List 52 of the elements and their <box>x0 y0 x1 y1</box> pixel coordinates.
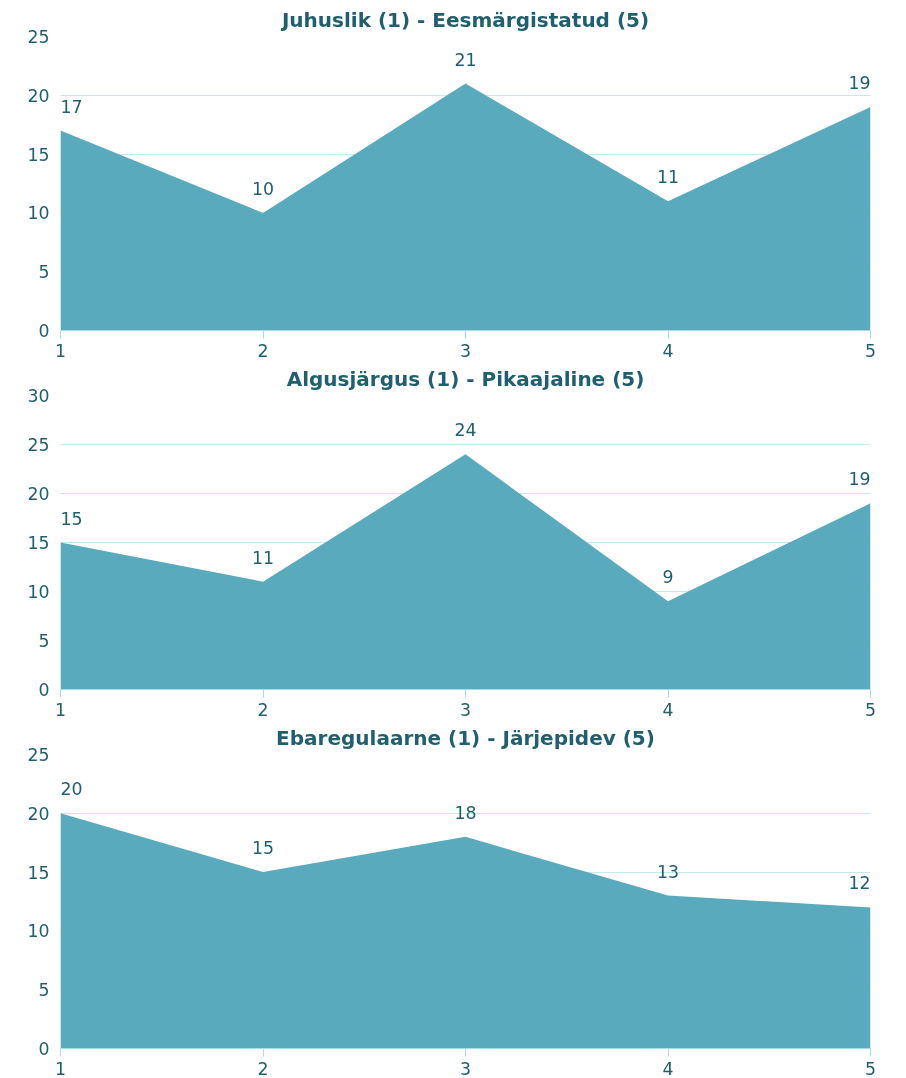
x-tick-label: 4 <box>662 699 674 720</box>
x-tick-label: 1 <box>54 699 67 720</box>
x-tick-label: 3 <box>459 699 472 720</box>
y-tick-label: 15 <box>27 144 50 165</box>
y-tick-label: 5 <box>38 631 50 651</box>
data-label: 15 <box>251 838 275 859</box>
chart-title: Juhuslik (1) - Eesmärgistatud (5) <box>279 7 650 32</box>
y-tick-label: 25 <box>27 745 50 765</box>
x-tick-label: 2 <box>257 1058 269 1078</box>
y-tick-label: 0 <box>38 321 50 341</box>
y-tick-label: 15 <box>27 862 50 883</box>
x-tick-label: 4 <box>662 340 674 361</box>
y-tick-label: 15 <box>27 533 50 553</box>
y-tick-label: 20 <box>27 803 50 824</box>
chart-title: Algusjärgus (1) - Pikaajaline (5) <box>286 366 645 391</box>
y-tick-label: 10 <box>27 203 50 224</box>
y-tick-label: 20 <box>27 484 50 504</box>
data-label: 10 <box>251 178 275 199</box>
x-tick-label: 2 <box>257 340 269 361</box>
x-tick-label: 1 <box>54 1058 67 1078</box>
data-label: 15 <box>60 508 83 529</box>
y-tick-label: 0 <box>38 680 50 700</box>
data-label: 19 <box>848 73 871 94</box>
y-tick-label: 5 <box>38 980 50 1001</box>
y-tick-label: 5 <box>38 262 50 283</box>
data-label: 9 <box>662 567 674 588</box>
x-tick-label: 5 <box>864 1058 877 1078</box>
x-tick-label: 3 <box>459 1058 472 1078</box>
data-label: 19 <box>848 469 871 490</box>
data-label: 20 <box>60 779 83 800</box>
y-tick-label: 10 <box>27 582 50 602</box>
y-tick-label: 25 <box>27 27 50 47</box>
data-label: 24 <box>454 420 477 441</box>
y-tick-label: 0 <box>38 1039 50 1059</box>
data-label: 21 <box>454 49 477 70</box>
data-label: 11 <box>251 547 275 568</box>
data-label: 18 <box>454 802 477 823</box>
x-tick-label: 4 <box>662 1058 674 1078</box>
data-label: 11 <box>656 167 680 188</box>
x-tick-label: 3 <box>459 340 472 361</box>
chart-title: Ebaregulaarne (1) - Järjepidev (5) <box>276 725 655 750</box>
data-label: 17 <box>60 96 83 117</box>
x-tick-label: 5 <box>864 699 877 720</box>
y-tick-label: 25 <box>27 435 50 455</box>
y-tick-label: 10 <box>27 921 50 942</box>
x-tick-label: 5 <box>864 340 877 361</box>
y-tick-label: 20 <box>27 85 50 106</box>
data-label: 13 <box>656 861 680 882</box>
x-tick-label: 2 <box>257 699 269 720</box>
y-tick-label: 30 <box>27 386 50 406</box>
x-tick-label: 1 <box>54 340 67 361</box>
data-label: 12 <box>848 873 871 894</box>
